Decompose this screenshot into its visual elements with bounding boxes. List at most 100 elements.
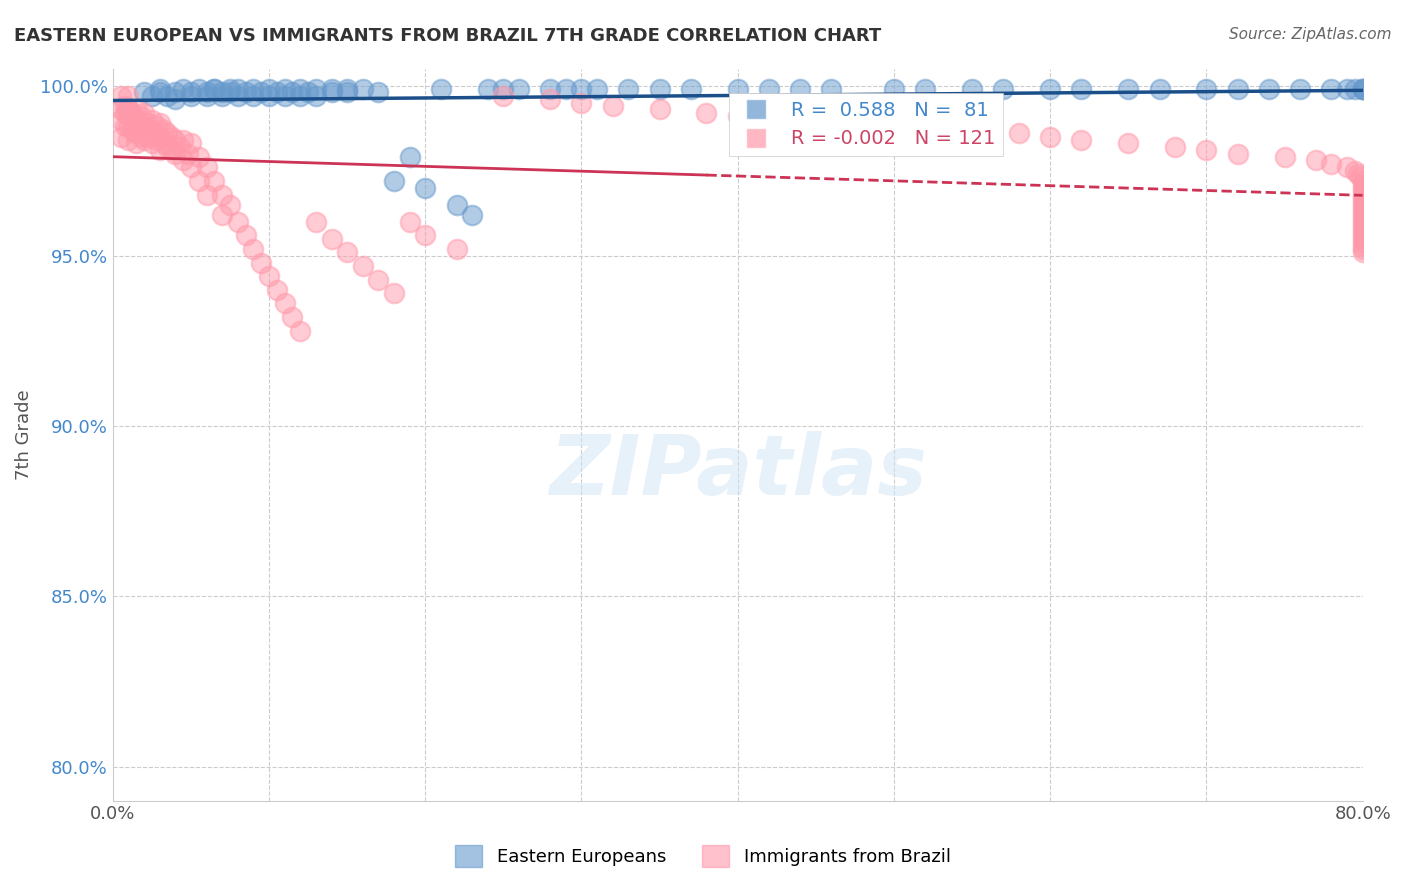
- Point: [160, 129, 183, 144]
- Point: [1351, 204, 1374, 219]
- Point: [257, 269, 280, 284]
- Point: [617, 82, 640, 96]
- Point: [121, 105, 143, 120]
- Point: [121, 123, 143, 137]
- Point: [1289, 82, 1312, 96]
- Point: [1351, 201, 1374, 215]
- Point: [1351, 235, 1374, 250]
- Point: [413, 180, 436, 194]
- Point: [125, 112, 148, 127]
- Point: [132, 133, 155, 147]
- Point: [211, 88, 233, 103]
- Point: [1164, 140, 1187, 154]
- Text: EASTERN EUROPEAN VS IMMIGRANTS FROM BRAZIL 7TH GRADE CORRELATION CHART: EASTERN EUROPEAN VS IMMIGRANTS FROM BRAZ…: [14, 27, 882, 45]
- Point: [290, 88, 312, 103]
- Point: [586, 82, 609, 96]
- Point: [195, 187, 218, 202]
- Point: [117, 109, 139, 123]
- Point: [141, 88, 163, 103]
- Point: [960, 123, 983, 137]
- Point: [1305, 153, 1327, 168]
- Point: [758, 82, 780, 96]
- Point: [177, 146, 200, 161]
- Point: [993, 82, 1015, 96]
- Point: [180, 136, 202, 151]
- Point: [914, 82, 936, 96]
- Point: [695, 105, 717, 120]
- Point: [187, 82, 209, 96]
- Point: [1336, 82, 1358, 96]
- Point: [1008, 126, 1031, 140]
- Point: [180, 86, 202, 100]
- Point: [114, 120, 136, 134]
- Point: [136, 116, 159, 130]
- Point: [257, 82, 280, 96]
- Point: [727, 82, 749, 96]
- Point: [336, 82, 359, 96]
- Point: [1351, 174, 1374, 188]
- Point: [648, 82, 671, 96]
- Point: [1351, 194, 1374, 209]
- Point: [219, 86, 242, 100]
- Point: [165, 86, 187, 100]
- Point: [149, 82, 172, 96]
- Point: [195, 86, 218, 100]
- Point: [110, 103, 132, 117]
- Point: [114, 99, 136, 113]
- Point: [290, 324, 312, 338]
- Point: [226, 88, 249, 103]
- Point: [883, 82, 905, 96]
- Point: [1351, 228, 1374, 243]
- Point: [160, 143, 183, 157]
- Legend: R =  0.588   N =  81, R = -0.002   N = 121: R = 0.588 N = 81, R = -0.002 N = 121: [728, 93, 1002, 156]
- Point: [129, 109, 152, 123]
- Point: [336, 245, 359, 260]
- Point: [477, 82, 499, 96]
- Point: [352, 259, 374, 273]
- Point: [242, 88, 264, 103]
- Point: [169, 140, 191, 154]
- Point: [1350, 170, 1372, 185]
- Point: [153, 123, 176, 137]
- Point: [1149, 82, 1171, 96]
- Point: [156, 140, 179, 154]
- Point: [554, 82, 576, 96]
- Point: [117, 88, 139, 103]
- Point: [202, 174, 225, 188]
- Point: [571, 82, 593, 96]
- Point: [187, 150, 209, 164]
- Point: [1351, 82, 1374, 96]
- Point: [266, 86, 288, 100]
- Legend: Eastern Europeans, Immigrants from Brazil: Eastern Europeans, Immigrants from Brazi…: [449, 838, 957, 874]
- Point: [413, 228, 436, 243]
- Point: [297, 86, 319, 100]
- Point: [195, 88, 218, 103]
- Point: [165, 146, 187, 161]
- Point: [149, 116, 172, 130]
- Point: [430, 82, 453, 96]
- Point: [1257, 82, 1279, 96]
- Point: [165, 133, 187, 147]
- Point: [1320, 157, 1343, 171]
- Point: [114, 105, 136, 120]
- Point: [117, 120, 139, 134]
- Point: [1351, 238, 1374, 252]
- Point: [187, 174, 209, 188]
- Point: [141, 123, 163, 137]
- Point: [305, 88, 328, 103]
- Point: [538, 92, 561, 106]
- Point: [1274, 150, 1296, 164]
- Point: [804, 116, 827, 130]
- Point: [149, 86, 172, 100]
- Point: [1351, 191, 1374, 205]
- Point: [153, 136, 176, 151]
- Point: [492, 88, 515, 103]
- Point: [235, 228, 257, 243]
- Point: [1351, 180, 1374, 194]
- Point: [1351, 178, 1374, 192]
- Point: [1351, 242, 1374, 256]
- Point: [1226, 146, 1249, 161]
- Point: [1351, 184, 1374, 198]
- Point: [1195, 82, 1218, 96]
- Point: [1070, 133, 1092, 147]
